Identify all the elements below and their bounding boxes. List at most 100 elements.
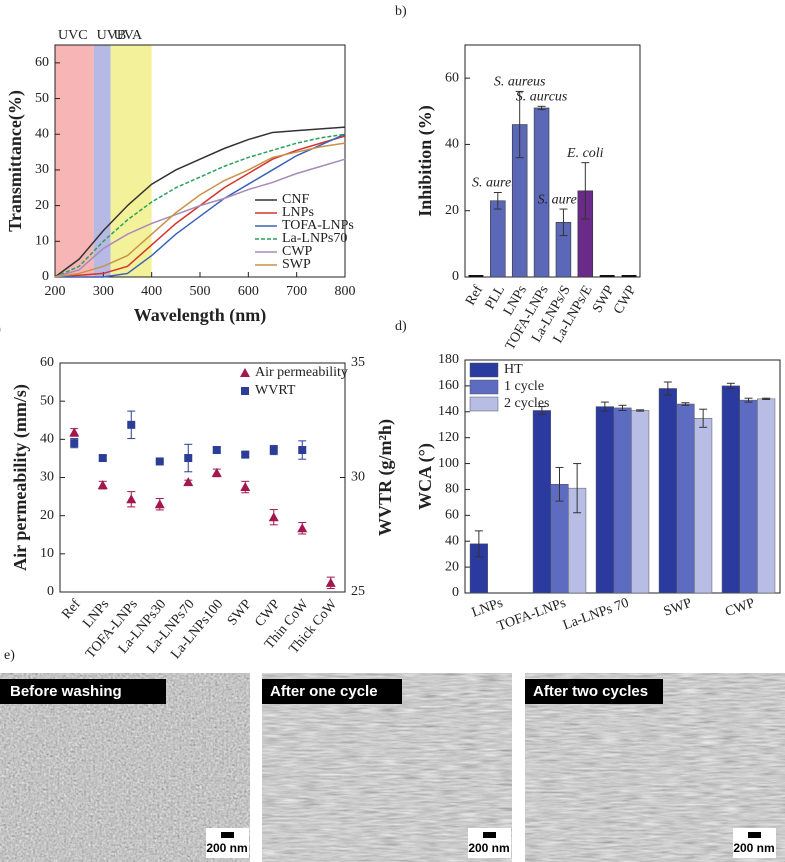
y-tick-label: 140 xyxy=(438,404,459,419)
point xyxy=(69,427,80,437)
point xyxy=(97,480,108,490)
y2-tick-label: 30 xyxy=(351,470,365,485)
x-tick-label: CWP xyxy=(723,596,757,621)
y-axis-title: WCA (°) xyxy=(415,443,436,510)
annotation: E. coli xyxy=(566,146,604,161)
legend-swatch xyxy=(469,396,499,412)
legend-label: HT xyxy=(504,362,523,377)
x-tick-label: Ref xyxy=(59,597,84,622)
x-tick-label: 700 xyxy=(286,284,307,299)
y-tick-label: 30 xyxy=(40,470,54,485)
point xyxy=(298,446,307,455)
legend-swatch xyxy=(469,362,499,378)
bar xyxy=(721,385,740,594)
y-tick-label: 60 xyxy=(445,508,459,523)
point xyxy=(184,454,193,463)
scale-label: 200 nm xyxy=(206,841,247,855)
point xyxy=(297,523,308,533)
x-tick-label: 400 xyxy=(141,284,162,299)
y-tick-label: 50 xyxy=(35,91,49,106)
uv-band xyxy=(93,45,111,277)
scale-bar xyxy=(748,832,761,838)
caption-box xyxy=(525,679,663,704)
y-tick-label: 30 xyxy=(35,162,49,177)
point xyxy=(269,446,278,455)
legend-label: 2 cycles xyxy=(504,396,549,411)
uv-band xyxy=(110,45,152,277)
panel-label: d) xyxy=(395,319,407,334)
x-tick-label: CWP xyxy=(611,283,639,317)
y-axis-title: Air permeability (mm/s) xyxy=(10,384,31,571)
bar xyxy=(532,410,551,594)
y-tick-label: 120 xyxy=(438,430,459,445)
annotation: S. aureus xyxy=(538,192,590,207)
point xyxy=(241,450,250,459)
x-tick-label: LNPs xyxy=(470,596,505,621)
x-tick-label: 300 xyxy=(93,284,114,299)
x-tick-label: 800 xyxy=(335,284,356,299)
caption-box xyxy=(262,679,402,704)
y-tick-label: 20 xyxy=(445,203,459,218)
x-tick-label: 200 xyxy=(45,284,66,299)
y-tick-label: 180 xyxy=(438,352,459,367)
y-tick-label: 10 xyxy=(35,234,49,249)
y-tick-label: 60 xyxy=(445,70,459,85)
sem-panel: e) Before washing After one cycle After … xyxy=(0,648,785,862)
point xyxy=(154,499,165,509)
y-axis-title: Inhibition (%) xyxy=(415,105,436,217)
point xyxy=(211,467,222,477)
series-line xyxy=(54,158,346,278)
y-tick-label: 50 xyxy=(40,393,54,408)
point xyxy=(70,439,79,448)
y-tick-label: 60 xyxy=(35,55,49,70)
legend-label: CWP xyxy=(282,244,313,259)
legend-label: LNPs xyxy=(282,205,314,220)
series-line xyxy=(54,126,346,278)
y-tick-label: 40 xyxy=(445,533,459,548)
y2-tick-label: 35 xyxy=(351,355,365,370)
series-line xyxy=(54,133,346,278)
legend-label: Air permeability xyxy=(255,365,348,380)
sem-caption: After one cycle xyxy=(270,683,378,700)
series-line xyxy=(55,133,346,278)
point xyxy=(268,512,279,522)
charts: UVCUVBUVAa)0102030405060Transmittance(%)… xyxy=(0,4,781,662)
legend-label: TOFA-LNPs xyxy=(282,218,354,233)
point xyxy=(212,446,221,455)
point xyxy=(325,577,336,587)
x-tick-label: SWP xyxy=(225,597,255,629)
y-tick-label: 100 xyxy=(438,456,459,471)
x-axis-title: Wavelength (nm) xyxy=(134,305,267,326)
bar xyxy=(676,403,695,594)
x-tick-label: SWP xyxy=(662,596,694,620)
plot-frame xyxy=(464,44,641,278)
bar xyxy=(490,200,506,278)
x-tick-label: 600 xyxy=(238,284,259,299)
y-tick-label: 40 xyxy=(35,126,49,141)
bar xyxy=(613,407,632,594)
y-tick-label: 10 xyxy=(40,546,54,561)
series-line xyxy=(54,142,346,278)
y-tick-label: 40 xyxy=(445,137,459,152)
y2-tick-label: 25 xyxy=(351,584,365,599)
y-tick-label: 80 xyxy=(445,482,459,497)
legend-label: CNF xyxy=(282,192,309,207)
sem-caption: After two cycles xyxy=(533,683,648,700)
point xyxy=(127,420,136,429)
scale-label: 200 nm xyxy=(468,841,509,855)
panel-label: b) xyxy=(395,4,407,19)
y-tick-label: 20 xyxy=(40,508,54,523)
point xyxy=(126,494,137,504)
annotation: S. aureus xyxy=(494,75,546,90)
x-tick-label: TOFA-LNPs xyxy=(495,596,568,635)
bar xyxy=(595,406,614,594)
x-tick-label: La-LNPs 70 xyxy=(561,596,631,634)
panel-label: c) xyxy=(0,322,1,337)
point xyxy=(98,454,107,463)
legend-marker xyxy=(240,368,250,377)
caption-box xyxy=(0,679,166,704)
y2-axis-title: WVTR (g/m²h) xyxy=(375,419,396,536)
scale-label: 200 nm xyxy=(733,841,774,855)
legend-marker xyxy=(241,387,249,395)
legend-label: SWP xyxy=(282,257,311,272)
